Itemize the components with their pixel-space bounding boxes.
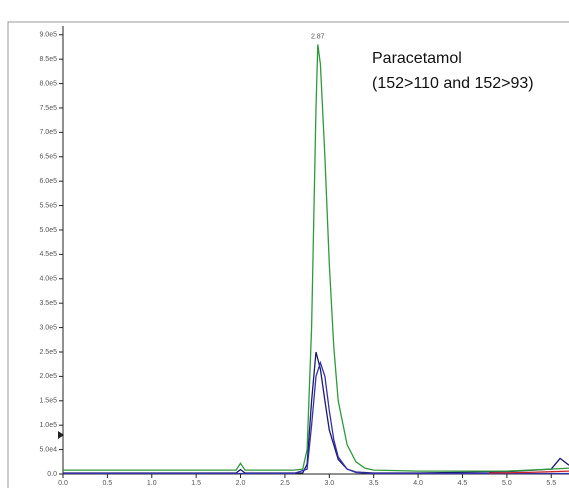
y-tick-label: 0.0: [47, 471, 57, 478]
y-tick-label: 5.0e4: [39, 446, 57, 453]
x-tick-label: 3.5: [369, 480, 379, 487]
annotation: (152>110 and 152>93): [372, 75, 534, 92]
y-tick-label: 6.5e5: [39, 154, 57, 161]
x-tick-label: 0.5: [103, 480, 113, 487]
y-tick-label: 4.5e5: [39, 251, 57, 258]
x-tick-label: 0.0: [58, 480, 68, 487]
y-tick-label: 7.0e5: [39, 129, 57, 136]
y-tick-label: 1.0e5: [39, 422, 57, 429]
annotation: Paracetamol: [372, 50, 462, 67]
y-tick-label: 7.5e5: [39, 105, 57, 112]
series-line: [63, 44, 569, 472]
x-tick-label: 2.5: [280, 480, 290, 487]
peak-label: 2.87: [311, 33, 325, 40]
y-tick-label: 8.5e5: [39, 56, 57, 63]
x-tick-label: 5.0: [502, 480, 512, 487]
y-tick-label: 3.0e5: [39, 324, 57, 331]
y-tick-label: 3.5e5: [39, 300, 57, 307]
y-tick-label: 9.0e5: [39, 32, 57, 39]
x-tick-label: 2.0: [236, 480, 246, 487]
y-tick-label: 2.5e5: [39, 349, 57, 356]
y-tick-label: 6.0e5: [39, 178, 57, 185]
frame: [7, 21, 569, 488]
x-tick-label: 4.0: [413, 480, 423, 487]
y-tick-label: 4.0e5: [39, 276, 57, 283]
y-tick-label: 5.0e5: [39, 227, 57, 234]
x-tick-label: 3.0: [324, 480, 334, 487]
marker: [58, 431, 64, 439]
y-tick-label: 2.0e5: [39, 373, 57, 380]
y-tick-label: 5.5e5: [39, 202, 57, 209]
y-tick-label: 1.5e5: [39, 398, 57, 405]
y-tick-label: 8.0e5: [39, 80, 57, 87]
x-tick-label: 4.5: [458, 480, 468, 487]
series-line: [489, 470, 569, 474]
series-line: [63, 351, 569, 474]
series-line: [63, 360, 569, 475]
x-tick-label: 1.0: [147, 480, 157, 487]
x-tick-label: 5.5: [546, 480, 556, 487]
x-tick-label: 1.5: [191, 480, 201, 487]
